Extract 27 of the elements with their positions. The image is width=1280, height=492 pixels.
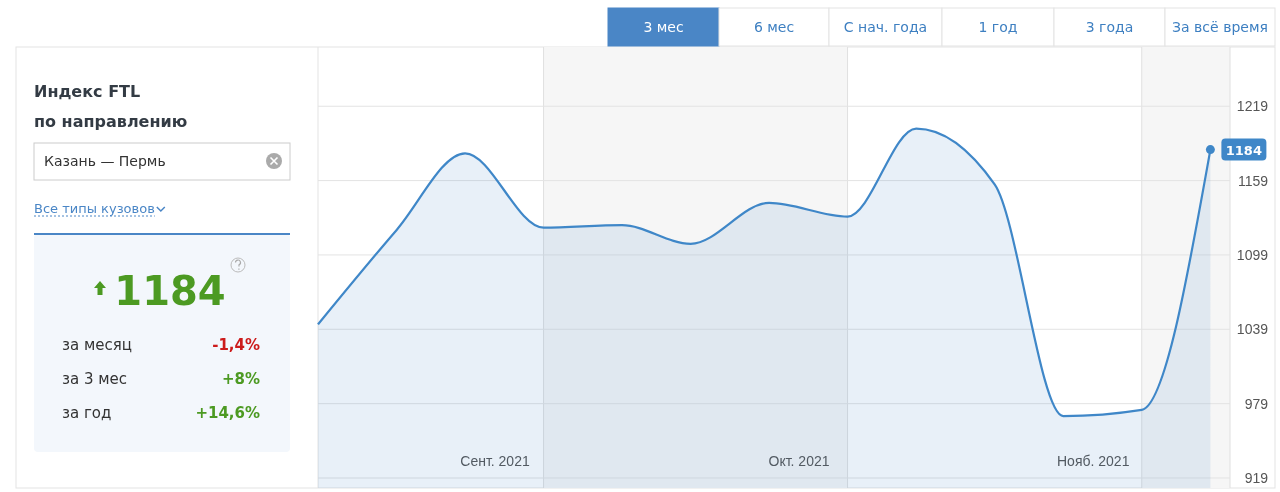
x-tick-label: Нояб. 2021 [1057,452,1130,469]
y-tick-label: 919 [1244,469,1269,486]
y-tick-label: 1159 [1237,172,1269,189]
text: С нач. года [843,19,928,35]
y-tick-label: 979 [1244,395,1269,412]
text: 1184 [114,268,226,314]
text: +14,6% [195,404,260,422]
text: Индекс FTL [34,82,141,101]
text: за 3 мес [62,370,128,388]
annotation: 1184 [1225,142,1262,158]
x-tick-label: Окт. 2021 [768,452,830,469]
text: по направлению [34,112,188,131]
text: за год [62,404,112,422]
y-tick-label: 1099 [1236,246,1269,263]
text: -1,4% [212,336,260,354]
text: 3 мес [643,19,684,35]
x-tick-label: Сент. 2021 [460,452,530,469]
text: Все типы кузовов [34,201,155,216]
text: за месяц [62,336,132,354]
y-tick-label: 1219 [1236,98,1269,115]
y-tick-label: 1039 [1236,321,1269,338]
text: Казань — Пермь [44,153,166,169]
text: 1 год [978,19,1018,35]
text: 3 года [1085,19,1134,35]
text: 6 мес [753,19,795,35]
text: За всё время [1172,19,1268,35]
text: +8% [221,370,260,388]
